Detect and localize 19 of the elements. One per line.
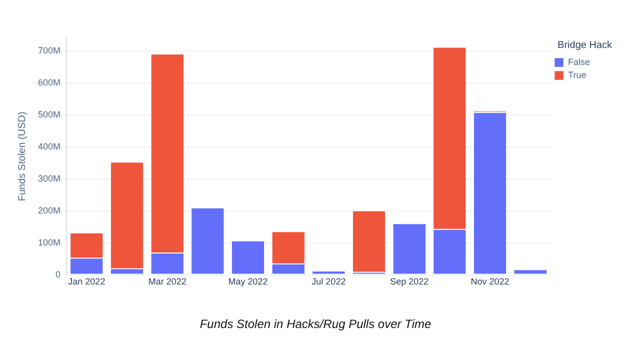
legend-label: False xyxy=(568,56,590,67)
y-axis-title: Funds Stolen (USD) xyxy=(16,112,28,202)
y-tick-label: 500M xyxy=(38,109,61,120)
x-tick-label: Jul 2022 xyxy=(312,276,346,287)
x-tick-label: May 2022 xyxy=(228,276,268,287)
y-tick-label: 400M xyxy=(38,141,61,152)
y-tick-label: 200M xyxy=(38,205,61,216)
y-tick-label: 600M xyxy=(38,77,61,88)
legend-title: Bridge Hack xyxy=(558,40,613,51)
x-tick-label: Nov 2022 xyxy=(470,276,510,287)
x-tick-label: Jan 2022 xyxy=(68,276,106,287)
x-tick-label: Mar 2022 xyxy=(148,276,186,287)
x-tick-label: Sep 2022 xyxy=(390,276,429,287)
y-tick-label: 0 xyxy=(56,269,61,280)
legend-label: True xyxy=(568,70,586,80)
y-tick-label: 300M xyxy=(38,173,61,184)
text: Funds Stolen in Hacks/Rug Pulls over Time xyxy=(200,317,432,332)
y-tick-label: 700M xyxy=(38,45,61,56)
y-tick-label: 100M xyxy=(38,237,61,248)
